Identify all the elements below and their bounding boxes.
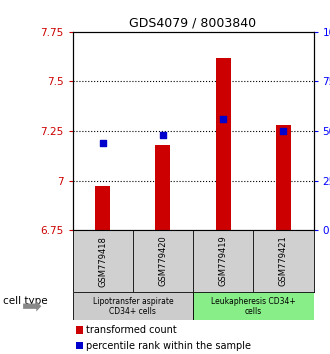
Bar xyxy=(95,187,110,230)
Point xyxy=(160,132,166,138)
Text: percentile rank within the sample: percentile rank within the sample xyxy=(86,341,251,350)
Bar xyxy=(215,58,231,230)
Text: transformed count: transformed count xyxy=(86,325,177,335)
Point xyxy=(100,140,105,146)
Text: Leukapheresis CD34+
cells: Leukapheresis CD34+ cells xyxy=(211,297,296,316)
Text: Lipotransfer aspirate
CD34+ cells: Lipotransfer aspirate CD34+ cells xyxy=(92,297,173,316)
Text: GSM779419: GSM779419 xyxy=(219,236,228,286)
Text: GSM779420: GSM779420 xyxy=(158,236,167,286)
Text: GSM779418: GSM779418 xyxy=(98,236,107,286)
Point xyxy=(220,116,226,122)
Bar xyxy=(155,145,171,230)
Bar xyxy=(276,125,291,230)
Bar xyxy=(193,292,314,320)
Title: GDS4079 / 8003840: GDS4079 / 8003840 xyxy=(129,16,257,29)
Point xyxy=(281,128,286,134)
Bar xyxy=(73,292,193,320)
Text: cell type: cell type xyxy=(3,296,48,306)
Text: GSM779421: GSM779421 xyxy=(279,236,288,286)
